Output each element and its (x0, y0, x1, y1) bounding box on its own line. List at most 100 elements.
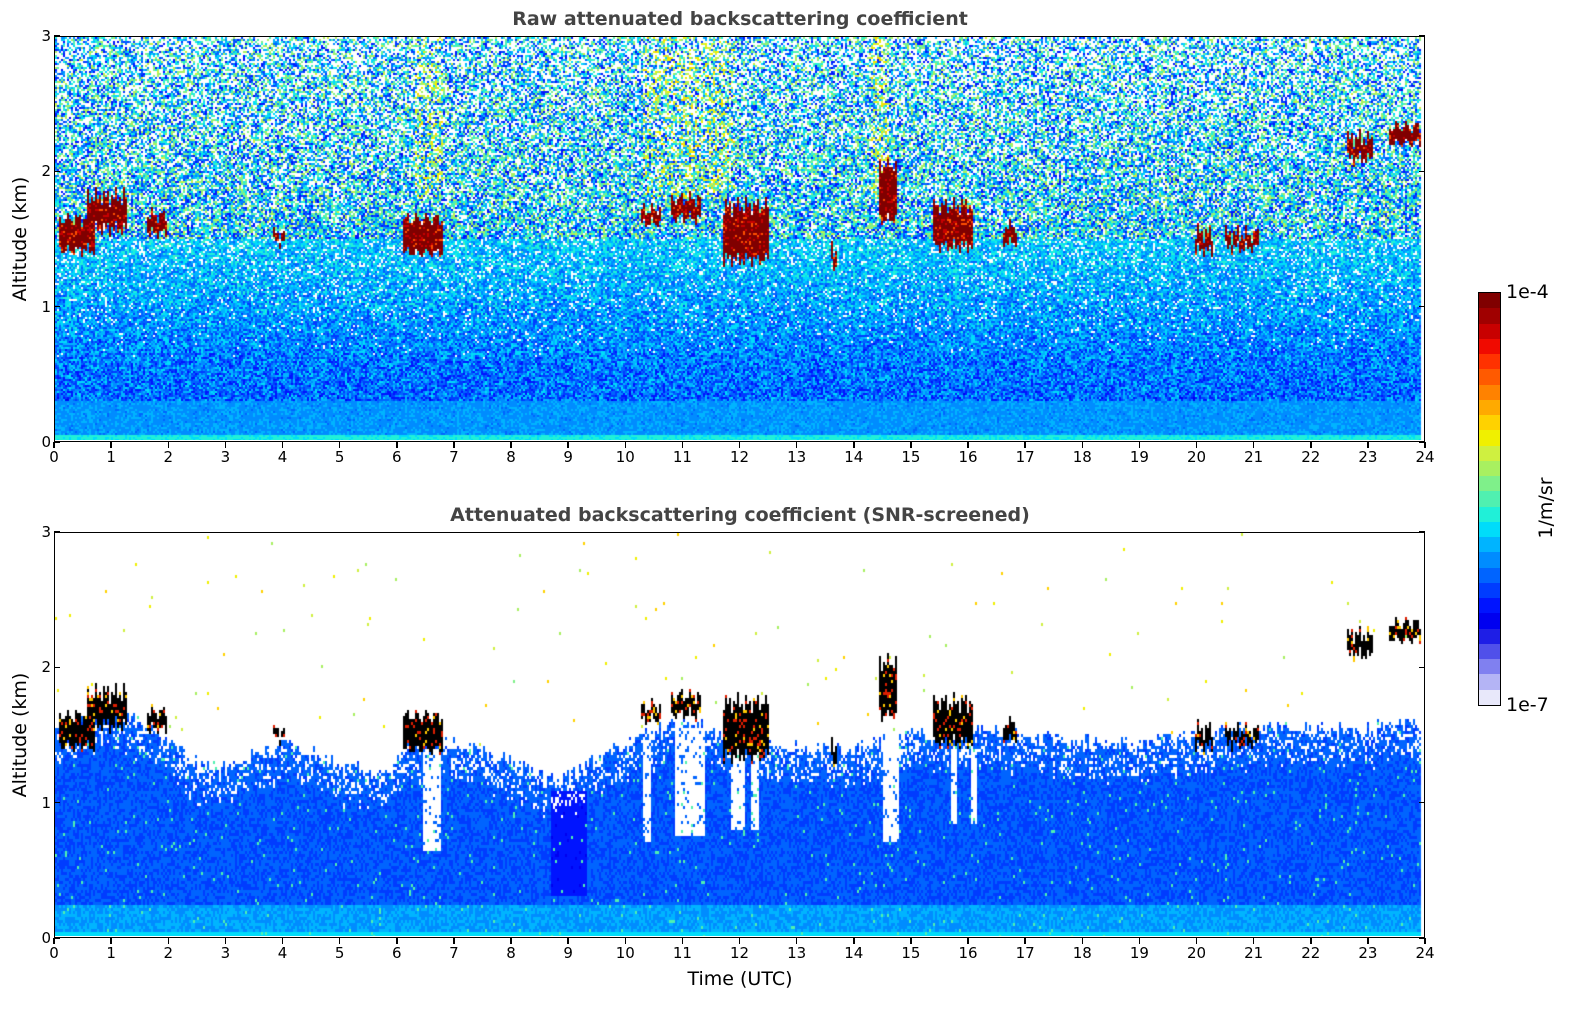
x-tick-label: 16 (958, 448, 978, 466)
x-tick-mark (1367, 938, 1369, 944)
colorbar-segment (1479, 567, 1500, 583)
x-tick-label: 14 (844, 944, 864, 962)
x-tick-mark (738, 938, 741, 944)
colorbar-segment (1479, 323, 1500, 339)
colorbar-segment (1479, 445, 1500, 461)
x-tick-label: 14 (844, 448, 864, 466)
colorbar-segment (1479, 415, 1500, 431)
colorbar-segment (1479, 399, 1500, 415)
y-tick-label: 0 (41, 433, 51, 451)
x-tick-label: 24 (1415, 448, 1435, 466)
x-tick-label: 10 (615, 944, 635, 962)
colorbar-segment (1479, 659, 1500, 675)
x-tick-label: 7 (449, 944, 459, 962)
colorbar-segment (1479, 582, 1500, 598)
x-tick-mark (567, 938, 569, 944)
colorbar-segment (1479, 369, 1500, 385)
x-tick-label: 23 (1358, 448, 1378, 466)
x-tick-label: 6 (391, 944, 402, 962)
x-tick-label: 1 (106, 944, 116, 962)
x-tick-mark (795, 442, 798, 448)
colorbar-segment (1479, 552, 1500, 568)
top-panel-title: Raw attenuated backscattering coefficien… (512, 8, 968, 30)
x-tick-mark (167, 442, 169, 448)
colorbar-segment (1479, 491, 1500, 507)
colorbar-segment (1479, 476, 1500, 492)
colorbar-segment (1479, 293, 1500, 309)
y-tick-mark (54, 801, 60, 804)
x-tick-mark (338, 938, 341, 944)
x-tick-label: 18 (1072, 448, 1092, 466)
x-tick-mark (1310, 442, 1312, 448)
x-tick-label: 11 (672, 944, 692, 962)
colorbar-segment (1479, 430, 1500, 446)
x-tick-mark (281, 938, 284, 944)
x-tick-mark (1310, 938, 1312, 944)
colorbar-segment (1479, 537, 1500, 553)
colorbar-segment (1479, 384, 1500, 400)
x-tick-mark (110, 938, 112, 944)
y-tick-mark (1419, 801, 1425, 804)
y-tick-label: 3 (41, 523, 51, 541)
x-tick-label: 3 (220, 448, 231, 466)
x-tick-mark (396, 442, 398, 448)
x-tick-label: 6 (391, 448, 402, 466)
x-tick-label: 7 (449, 448, 459, 466)
y-tick-mark (54, 531, 60, 533)
colorbar-segment (1479, 338, 1500, 354)
x-tick-mark (624, 442, 626, 448)
x-tick-mark (53, 938, 55, 944)
top-panel-heatmap (55, 37, 1423, 440)
x-tick-label: 15 (901, 448, 921, 466)
x-tick-mark (1081, 442, 1083, 448)
colorbar-unit-label: 1/m/sr (1535, 477, 1557, 539)
x-tick-mark (1195, 938, 1198, 944)
x-tick-label: 0 (49, 448, 59, 466)
x-tick-label: 13 (787, 448, 807, 466)
x-tick-mark (1138, 442, 1141, 448)
y-tick-label: 0 (41, 929, 51, 947)
x-tick-mark (1081, 938, 1083, 944)
x-tick-mark (453, 442, 455, 448)
x-tick-label: 8 (506, 944, 516, 962)
x-tick-label: 20 (1186, 448, 1207, 466)
colorbar-min-label: 1e-7 (1506, 694, 1549, 716)
x-tick-mark (338, 442, 341, 448)
x-tick-mark (1138, 938, 1141, 944)
y-tick-label: 2 (41, 658, 51, 677)
y-tick-mark (54, 441, 60, 443)
x-tick-mark (967, 938, 969, 944)
x-tick-label: 15 (901, 944, 921, 962)
y-tick-mark (54, 305, 60, 308)
x-tick-mark (110, 442, 112, 448)
x-tick-label: 9 (563, 944, 573, 962)
x-tick-label: 21 (1244, 448, 1264, 466)
bottom-panel-heatmap (55, 533, 1423, 936)
y-tick-mark (1419, 531, 1425, 533)
x-tick-label: 17 (1015, 944, 1035, 962)
x-tick-label: 18 (1072, 944, 1092, 962)
x-tick-mark (224, 442, 227, 448)
x-tick-label: 22 (1301, 944, 1321, 962)
x-tick-label: 12 (729, 944, 750, 962)
colorbar-segment (1479, 598, 1500, 614)
x-tick-mark (224, 938, 227, 944)
colorbar-segment (1479, 354, 1500, 370)
colorbar-segment (1479, 674, 1500, 690)
x-tick-label: 23 (1358, 944, 1378, 962)
x-tick-label: 8 (506, 448, 516, 466)
colorbar-segment (1479, 613, 1500, 629)
colorbar-segment (1479, 689, 1500, 705)
y-tick-mark (1419, 35, 1425, 37)
x-tick-label: 17 (1015, 448, 1035, 466)
x-tick-label: 3 (220, 944, 231, 962)
x-tick-label: 19 (1129, 448, 1149, 466)
y-tick-label: 1 (41, 297, 51, 316)
y-tick-mark (1419, 937, 1425, 939)
x-tick-mark (910, 938, 912, 944)
x-tick-mark (853, 938, 855, 944)
y-tick-mark (54, 170, 60, 173)
x-tick-mark (1424, 442, 1426, 448)
x-tick-mark (1252, 938, 1255, 944)
colorbar (1478, 292, 1501, 706)
